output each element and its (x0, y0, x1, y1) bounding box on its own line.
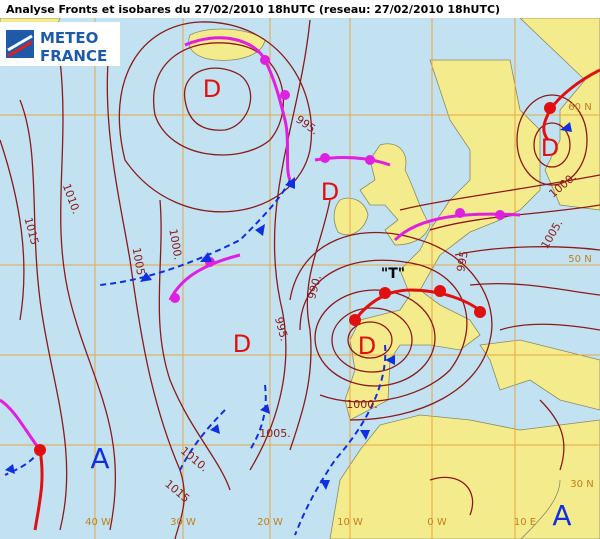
low-center: D (233, 330, 251, 358)
grid-label: 30 W (170, 517, 196, 528)
high-center: A (552, 499, 571, 532)
isobar-label: 995. (272, 316, 291, 343)
graticule (0, 18, 600, 539)
low-center: D (203, 75, 221, 103)
logo-text: FRANCE (40, 47, 107, 65)
labels: Analyse Fronts et isobares du 27/02/2010… (6, 3, 594, 532)
title-bar (0, 0, 600, 18)
logo-mark (6, 30, 34, 58)
map-title: Analyse Fronts et isobares du 27/02/2010… (6, 3, 500, 16)
low-center: D (321, 178, 339, 206)
grid-label: 20 W (257, 517, 283, 528)
low-center: D (358, 332, 376, 360)
isobar-label: 1005 (130, 246, 148, 276)
isobars (0, 19, 600, 539)
isobar-label: 990. (305, 274, 324, 301)
isobar-label: 1005. (259, 427, 291, 440)
grid-label: 30 N (570, 479, 593, 490)
fronts (0, 36, 600, 536)
isobar-label: 1000. (166, 228, 184, 261)
storm-name: "T" (381, 266, 405, 282)
grid-label: 10 E (514, 517, 536, 528)
logo-text: METEO (40, 29, 98, 47)
isobar-label: 1000. (346, 398, 378, 411)
grid-label: 10 W (337, 517, 363, 528)
grid-label: 40 W (85, 517, 111, 528)
grid-label: 60 N (568, 102, 591, 113)
high-center: A (90, 442, 109, 475)
low-center: D (541, 134, 559, 162)
grid-label: 50 N (568, 254, 591, 265)
grid-label: 0 W (427, 517, 447, 528)
land (0, 17, 600, 539)
isobar-label: 995 (454, 250, 470, 273)
